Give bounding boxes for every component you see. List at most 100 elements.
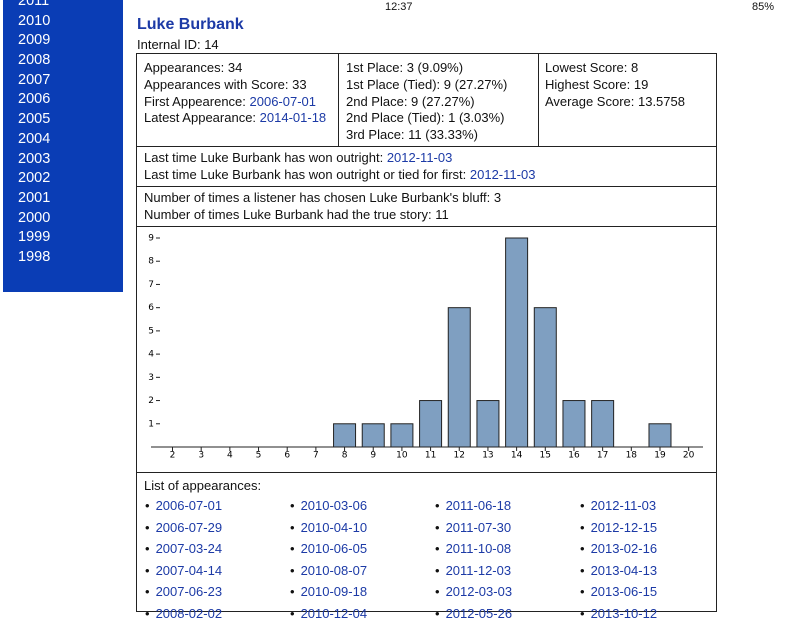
win-line: Last time Luke Burbank has won outright … [144,167,709,184]
date-link[interactable]: 2006-07-01 [250,94,317,109]
bar [334,424,356,447]
list-item: 2013-06-15 [580,581,657,603]
win-line: Last time Luke Burbank has won outright:… [144,150,709,167]
x-tick-label: 18 [626,451,638,461]
label: Appearances with Score: 33 [144,77,307,92]
date-link[interactable]: 2012-11-03 [470,167,536,182]
list-item: 2012-11-03 [580,495,657,517]
date-link[interactable]: 2010-12-04 [301,606,368,621]
date-link[interactable]: 2012-03-03 [446,584,513,599]
y-tick-label: 3 [148,373,154,383]
place-line: 1st Place (Tied): 9 (27.27%) [346,77,531,94]
y-tick-label: 7 [148,280,154,290]
date-link[interactable]: 2011-10-08 [446,541,512,556]
list-item: 2012-05-26 [435,603,512,624]
list-item: 2007-06-23 [145,581,222,603]
date-link[interactable]: 2007-03-24 [156,541,223,556]
bluff-row: Number of times a listener has chosen Lu… [136,186,717,227]
y-tick-label: 8 [148,257,154,267]
year-link[interactable]: 2007 [3,71,123,91]
list-item: 2010-12-04 [290,603,367,624]
year-link[interactable]: 2000 [3,209,123,229]
appearance-list: List of appearances: 2006-07-01 2006-07-2… [136,472,717,612]
date-link[interactable]: 2010-08-07 [301,563,368,578]
year-link[interactable]: 2009 [3,31,123,51]
list-item: 2011-06-18 [435,495,512,517]
date-link[interactable]: 2012-11-03 [591,498,657,513]
wins-row: Last time Luke Burbank has won outright:… [136,146,717,187]
x-tick-label: 14 [511,451,523,461]
date-link[interactable]: 2007-06-23 [156,584,223,599]
date-link[interactable]: 2007-04-14 [156,563,223,578]
date-link[interactable]: 2006-07-01 [156,498,223,513]
place-line: 2nd Place (Tied): 1 (3.03%) [346,110,531,127]
year-link[interactable]: 2011 [3,0,123,12]
bar [506,238,528,447]
bar [448,308,470,447]
date-link[interactable]: 2012-05-26 [446,606,513,621]
year-link[interactable]: 2001 [3,189,123,209]
x-tick-label: 4 [227,451,233,461]
y-tick-label: 4 [148,350,154,360]
year-link[interactable]: 2006 [3,90,123,110]
year-link[interactable]: 2008 [3,51,123,71]
clock: 12:37 [385,1,413,13]
year-link[interactable]: 1999 [3,228,123,248]
x-tick-label: 9 [370,451,376,461]
date-link[interactable]: 2010-04-10 [301,520,368,535]
y-tick-label: 1 [148,419,154,429]
list-item: 2010-04-10 [290,517,367,539]
date-link[interactable]: 2013-04-13 [591,563,658,578]
bar [563,401,585,447]
list-item: 2013-02-16 [580,538,657,560]
bar [534,308,556,447]
x-tick-label: 3 [198,451,204,461]
player-name: Luke Burbank [137,16,244,34]
list-item: 2006-07-29 [145,517,222,539]
date-link[interactable]: 2013-06-15 [591,584,658,599]
label: First Appearence: [144,94,250,109]
date-link[interactable]: 2011-12-03 [446,563,512,578]
date-link[interactable]: 2010-03-06 [301,498,368,513]
date-link[interactable]: 2010-06-05 [301,541,368,556]
stat-line: Latest Appearance: 2014-01-18 [144,110,331,127]
date-link[interactable]: 2008-02-02 [156,606,223,621]
x-tick-label: 13 [482,451,493,461]
label: Last time Luke Burbank has won outright … [144,167,470,182]
date-link[interactable]: 2014-01-18 [260,110,327,125]
x-tick-label: 11 [425,451,436,461]
bar [362,424,384,447]
list-item: 2011-07-30 [435,517,512,539]
x-tick-label: 15 [540,451,551,461]
date-link[interactable]: 2012-12-15 [591,520,658,535]
date-link[interactable]: 2011-06-18 [446,498,512,513]
list-item: 2010-08-07 [290,560,367,582]
year-link[interactable]: 1998 [3,248,123,268]
year-link[interactable]: 2004 [3,130,123,150]
date-link[interactable]: 2010-09-18 [301,584,368,599]
stat-line: Appearances: 34 [144,60,331,77]
bar [477,401,499,447]
bluff-line: Number of times a listener has chosen Lu… [144,190,709,207]
date-link[interactable]: 2012-11-03 [387,150,453,165]
x-tick-label: 10 [396,451,408,461]
date-link[interactable]: 2013-02-16 [591,541,658,556]
x-tick-label: 5 [256,451,262,461]
year-link[interactable]: 2002 [3,169,123,189]
year-link[interactable]: 2010 [3,12,123,32]
date-link[interactable]: 2011-07-30 [446,520,512,535]
list-title: List of appearances: [144,478,261,493]
list-item: 2013-04-13 [580,560,657,582]
score-line: Lowest Score: 8 [545,60,709,77]
year-link[interactable]: 2005 [3,110,123,130]
date-link[interactable]: 2006-07-29 [156,520,223,535]
score-line: Highest Score: 19 [545,77,709,94]
list-item: 2010-09-18 [290,581,367,603]
year-link[interactable]: 2003 [3,150,123,170]
date-column: 2006-07-01 2006-07-29 2007-03-24 2007-04-14… [145,495,222,624]
date-link[interactable]: 2013-10-12 [591,606,658,621]
list-item: 2013-10-12 [580,603,657,624]
x-tick-label: 16 [568,451,580,461]
